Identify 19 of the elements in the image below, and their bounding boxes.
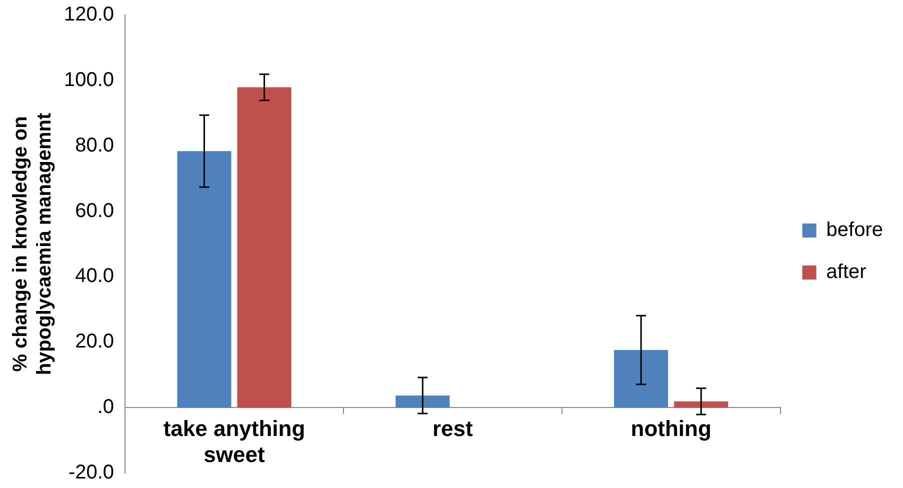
bar [674, 401, 728, 408]
x-tick-label: nothing [630, 416, 712, 441]
y-tick-label: 60.0 [75, 200, 114, 222]
bar [614, 350, 668, 408]
bar [177, 151, 232, 408]
y-tick-label: 40.0 [75, 265, 114, 288]
legend-label: before [826, 219, 884, 242]
y-tick-label: 120.0 [64, 4, 114, 26]
y-tick-label: .0 [97, 396, 114, 418]
y-axis-title: % change in knowledge on hypoglycaemia managemnt [10, 112, 56, 376]
y-tick-label: -20.0 [68, 462, 114, 484]
x-tick-label: rest [432, 416, 474, 441]
x-tick-label: take anything sweet [163, 416, 306, 468]
y-tick-label: 20.0 [75, 330, 114, 353]
y-tick-label: 80.0 [75, 134, 114, 156]
y-tick-label: 100.0 [64, 68, 114, 91]
bar [396, 395, 450, 408]
legend-label: after [826, 261, 867, 284]
bar [237, 87, 292, 408]
